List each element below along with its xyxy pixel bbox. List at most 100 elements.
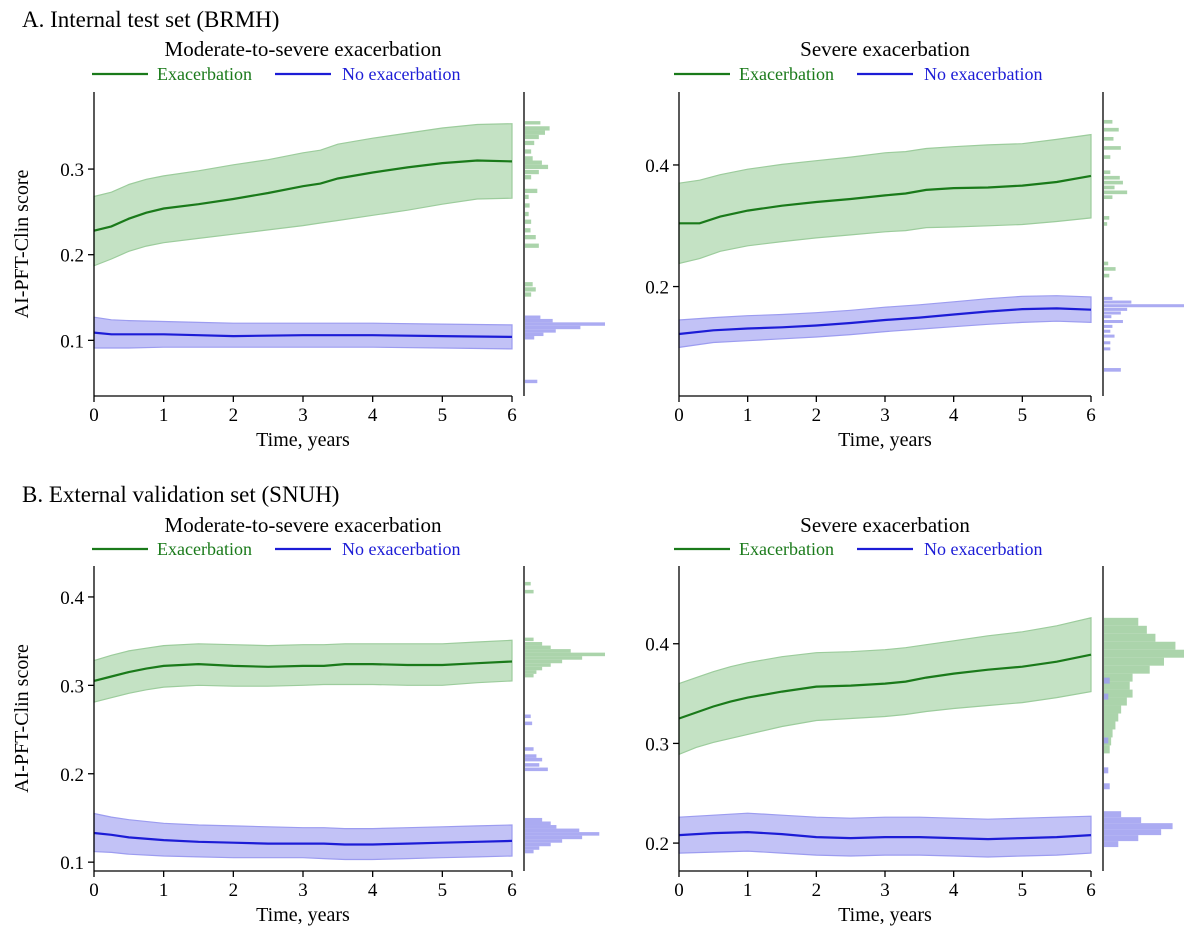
histogram-bar <box>525 379 538 384</box>
histogram-bar <box>525 721 533 726</box>
x-tick-label: 2 <box>812 880 822 901</box>
histogram-bar <box>1104 677 1110 684</box>
histogram-bar <box>1104 689 1133 698</box>
y-axis-label: AI-PFT-Clin score <box>11 644 33 793</box>
histogram-bar <box>1104 697 1127 706</box>
legend-label: Exacerbation <box>739 64 834 84</box>
histogram-bar <box>1104 304 1184 308</box>
x-axis-label: Time, years <box>838 429 932 451</box>
histogram-bar <box>525 828 580 833</box>
y-tick-label: 0.2 <box>60 765 84 786</box>
histogram-bar <box>525 140 535 146</box>
histogram-bar <box>525 670 537 674</box>
histogram-bar <box>525 315 541 319</box>
histogram-bar <box>1104 267 1116 271</box>
histogram-bar <box>525 322 605 326</box>
histogram-bar <box>525 645 551 650</box>
x-tick-label: 3 <box>298 880 308 901</box>
x-tick-label: 5 <box>438 405 448 426</box>
histogram-bar <box>525 287 536 292</box>
confidence-band <box>93 639 513 703</box>
x-tick-label: 4 <box>949 405 959 426</box>
x-tick-label: 6 <box>507 880 517 901</box>
histogram-bar <box>525 589 534 594</box>
histogram-bar <box>525 203 530 208</box>
histogram-bar <box>1104 311 1121 315</box>
series-line <box>678 307 1092 336</box>
histogram-bar <box>525 581 531 586</box>
histogram-bar <box>525 656 583 660</box>
histogram-bar <box>1104 320 1123 324</box>
histogram-bar <box>1104 649 1184 658</box>
histogram-bar <box>525 126 550 131</box>
x-axis-label: Time, years <box>256 904 350 926</box>
histogram-bar <box>1104 835 1139 842</box>
legend-label: No exacerbation <box>342 64 460 84</box>
histogram-bar <box>1104 368 1121 372</box>
histogram-bar <box>525 282 533 287</box>
series-line <box>679 174 1092 225</box>
legend-label: Exacerbation <box>739 539 834 559</box>
section-title-b: B. External validation set (SNUH) <box>22 482 339 507</box>
x-tick-label: 3 <box>298 405 308 426</box>
histogram-bar <box>1104 657 1164 666</box>
y-tick-label: 0.3 <box>645 734 669 755</box>
histogram-bar <box>1104 673 1133 682</box>
histogram-bar <box>1104 127 1119 132</box>
histogram-bar <box>525 821 551 826</box>
histogram-bar <box>1104 261 1109 266</box>
confidence-band <box>93 316 513 350</box>
histogram-bar <box>1104 811 1122 818</box>
panel-title: Moderate-to-severe exacerbation <box>165 513 442 537</box>
histogram-bar <box>525 325 581 330</box>
y-tick-label: 0.4 <box>60 588 84 609</box>
histogram-bar <box>1104 155 1111 159</box>
histogram-bar <box>525 835 583 840</box>
histogram-bar <box>525 817 543 822</box>
x-tick-label: 4 <box>368 880 378 901</box>
x-tick-label: 3 <box>880 405 890 426</box>
histogram-bar <box>1104 767 1109 774</box>
histogram-bar <box>1104 216 1110 220</box>
histogram-bar <box>525 714 531 719</box>
y-tick-label: 0.1 <box>60 853 84 874</box>
histogram-bar <box>525 134 539 140</box>
histogram-bar <box>1104 625 1147 634</box>
histogram-bar <box>1104 195 1113 200</box>
histogram-bar <box>1104 170 1111 175</box>
x-tick-label: 0 <box>89 880 99 901</box>
section-title-a: A. Internal test set (BRMH) <box>22 7 279 32</box>
histogram-bar <box>525 649 571 653</box>
histogram-bar <box>525 160 542 165</box>
x-tick-label: 2 <box>229 880 239 901</box>
histogram-bar <box>1104 324 1113 328</box>
histogram-bar <box>525 637 534 642</box>
histogram-bar <box>1104 185 1115 190</box>
histogram-bar <box>525 292 532 297</box>
histogram-bar <box>525 194 529 200</box>
legend-label: No exacerbation <box>924 539 1042 559</box>
x-tick-label: 1 <box>743 405 753 426</box>
histogram-bar <box>1104 693 1109 700</box>
series-line <box>93 159 513 232</box>
x-axis-label: Time, years <box>838 904 932 926</box>
x-tick-label: 0 <box>674 405 684 426</box>
x-tick-label: 6 <box>1086 880 1096 901</box>
histogram-bar <box>1104 617 1139 626</box>
histogram-bar <box>525 188 538 194</box>
x-tick-label: 6 <box>1086 405 1096 426</box>
histogram-bar <box>525 121 541 125</box>
x-axis-label: Time, years <box>256 429 350 451</box>
y-tick-label: 0.2 <box>60 246 84 267</box>
histogram-bar <box>525 243 539 248</box>
histogram-bar <box>525 175 532 180</box>
series-line <box>93 831 513 846</box>
histogram-bar <box>525 228 531 233</box>
histogram-bar <box>1104 136 1114 141</box>
histogram-bar <box>525 763 540 767</box>
confidence-band <box>678 295 1092 349</box>
histogram-bar <box>1104 180 1123 185</box>
histogram-bar <box>1104 737 1109 744</box>
histogram-bar <box>525 754 537 758</box>
